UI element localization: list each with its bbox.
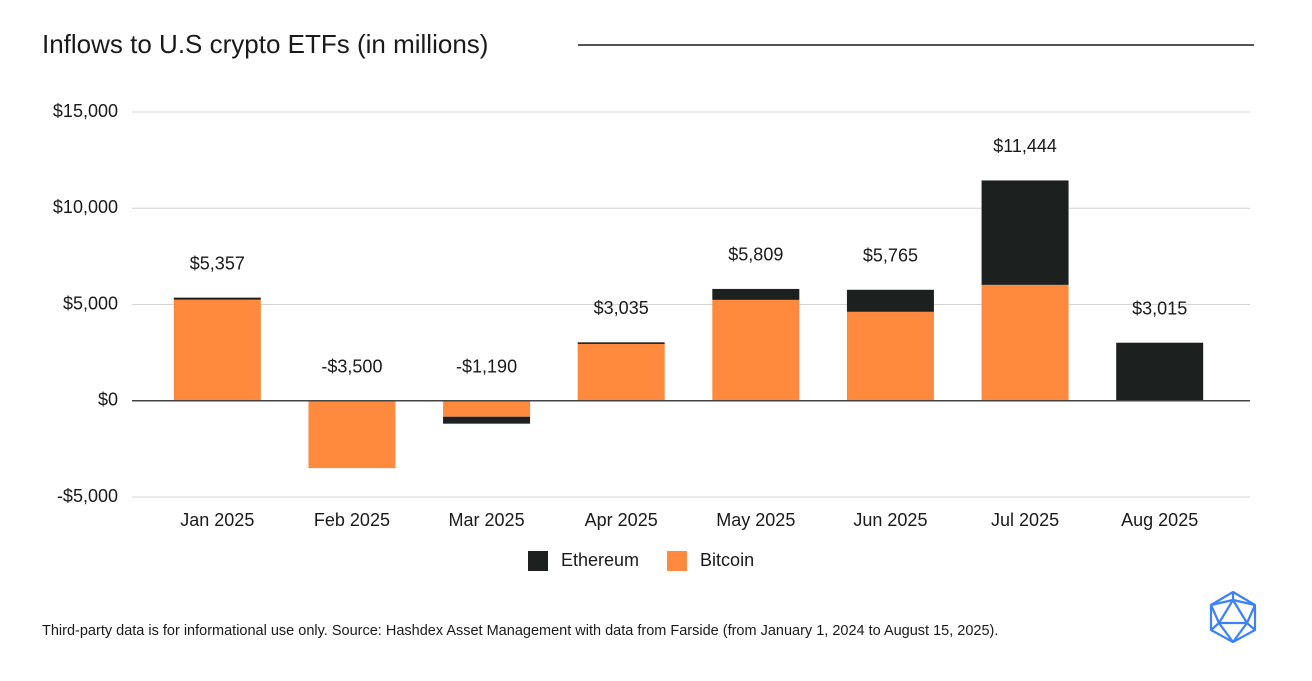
bar-segment bbox=[308, 400, 396, 469]
value-label: $3,035 bbox=[594, 298, 649, 318]
bar-segment bbox=[981, 180, 1069, 285]
x-tick-label: Aug 2025 bbox=[1121, 510, 1198, 530]
bar-segment bbox=[173, 299, 261, 401]
value-label: -$1,190 bbox=[456, 357, 517, 377]
bar-segment bbox=[443, 416, 531, 424]
bar-segment bbox=[712, 299, 800, 401]
value-label: $5,809 bbox=[728, 245, 783, 265]
y-tick-label: $10,000 bbox=[53, 197, 118, 217]
footnote: Third-party data is for informational us… bbox=[42, 623, 998, 639]
bar-segment bbox=[443, 400, 531, 417]
legend-label: Ethereum bbox=[561, 550, 639, 570]
legend-label: Bitcoin bbox=[700, 550, 754, 570]
x-tick-label: Mar 2025 bbox=[449, 510, 525, 530]
x-tick-label: Apr 2025 bbox=[585, 510, 658, 530]
y-tick-label: $5,000 bbox=[63, 293, 118, 313]
y-tick-label: -$5,000 bbox=[57, 486, 118, 506]
bar-segment bbox=[846, 311, 934, 401]
bar-segment bbox=[577, 343, 665, 401]
chart-title: Inflows to U.S crypto ETFs (in millions) bbox=[42, 29, 488, 59]
legend-swatch bbox=[667, 551, 688, 571]
x-tick-label: Feb 2025 bbox=[314, 510, 390, 530]
logo bbox=[1209, 590, 1257, 644]
bar-segment bbox=[577, 342, 665, 344]
bar-segment bbox=[712, 288, 800, 300]
value-label: $5,765 bbox=[863, 246, 918, 266]
bar-segment bbox=[1116, 342, 1204, 401]
x-tick-label: Jan 2025 bbox=[180, 510, 254, 530]
value-label: -$3,500 bbox=[321, 357, 382, 377]
bar-segment bbox=[846, 289, 934, 312]
y-tick-label: $0 bbox=[98, 390, 118, 410]
x-tick-label: May 2025 bbox=[716, 510, 795, 530]
y-tick-label: $15,000 bbox=[53, 101, 118, 121]
value-label: $11,444 bbox=[993, 136, 1057, 156]
value-label: $3,015 bbox=[1132, 298, 1187, 318]
bar-segment bbox=[173, 297, 261, 300]
bar-segment bbox=[981, 284, 1069, 401]
x-tick-label: Jul 2025 bbox=[991, 510, 1059, 530]
x-tick-label: Jun 2025 bbox=[853, 510, 927, 530]
legend-swatch bbox=[528, 551, 548, 571]
value-label: $5,357 bbox=[190, 253, 245, 273]
